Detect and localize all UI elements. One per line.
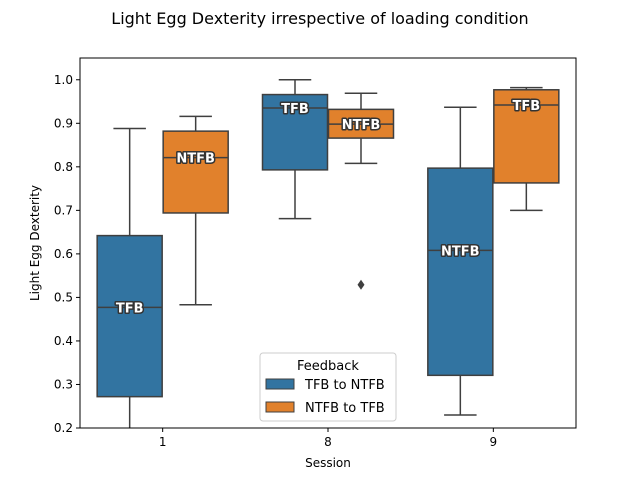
box-body (261, 93, 329, 171)
y-tick-label: 0.9 (54, 116, 73, 130)
legend-swatch-tfb-to-ntfb (265, 378, 295, 390)
x-axis: 1 8 9 (159, 428, 497, 449)
legend-label-ntfb-to-tfb: NTFB to TFB (305, 401, 385, 416)
y-axis: 0.2 0.3 0.4 0.5 0.6 0.7 0.8 0.9 1.0 (54, 73, 80, 435)
y-tick-label: 0.8 (54, 160, 73, 174)
boxes-layer: TFB TFB NTFB NTFB NTFB TFB (96, 79, 560, 428)
box-label: NTFB (441, 244, 480, 259)
box-body (427, 167, 494, 377)
box-tfb-to-ntfb-session-9: NTFB (427, 106, 494, 416)
box-tfb-to-ntfb-session-8: TFB (261, 79, 329, 220)
box-body (96, 234, 163, 398)
y-tick-label: 0.5 (54, 290, 73, 304)
y-tick-label: 0.3 (54, 377, 73, 391)
box-label: TFB (116, 301, 144, 316)
box-label: NTFB (176, 152, 215, 167)
box-ntfb-to-tfb-session-9: TFB (493, 86, 560, 212)
box-ntfb-to-tfb-session-8: NTFB (327, 92, 395, 290)
legend-label-tfb-to-ntfb: TFB to NTFB (304, 378, 385, 393)
box-ntfb-to-tfb-session-1: NTFB (162, 115, 229, 306)
chart-title: Light Egg Dexterity irrespective of load… (111, 9, 528, 28)
plot-frame (79, 57, 577, 429)
x-tick-label: 1 (159, 435, 167, 449)
box-body (162, 130, 229, 214)
box-label: NTFB (342, 118, 381, 133)
y-tick-label: 0.4 (54, 334, 73, 348)
y-tick-label: 1.0 (54, 73, 73, 87)
y-tick-label: 0.7 (54, 203, 73, 217)
legend-title: Feedback (297, 359, 359, 374)
box-tfb-to-ntfb-session-1: TFB (96, 127, 163, 428)
legend: Feedback TFB to NTFB NTFB to TFB (259, 352, 397, 422)
box-label: TFB (512, 99, 540, 114)
x-axis-label: Session (305, 456, 351, 470)
box-label: TFB (281, 102, 309, 117)
y-tick-label: 0.2 (54, 421, 73, 435)
y-axis-label: Light Egg Dexterity (28, 185, 42, 301)
x-tick-label: 9 (490, 435, 498, 449)
legend-swatch-ntfb-to-tfb (265, 401, 295, 413)
outlier-marker (357, 279, 365, 290)
y-tick-label: 0.6 (54, 247, 73, 261)
x-tick-label: 8 (324, 435, 332, 449)
